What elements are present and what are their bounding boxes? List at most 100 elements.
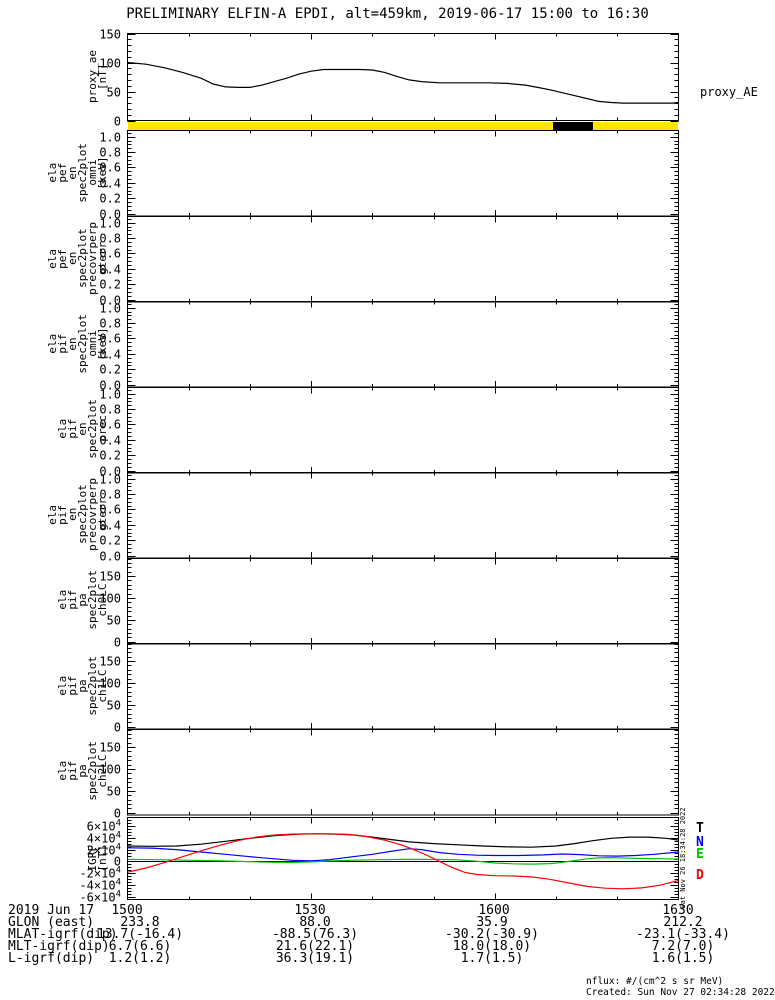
legend-N: N — [696, 835, 704, 850]
y-tick-label: 100 — [99, 591, 121, 605]
y-tick-label: 1.0 — [99, 302, 121, 316]
y-tick-label: 150 — [99, 740, 121, 754]
footer-value: 7.2(7.0) — [651, 939, 715, 954]
footer-value: -23.1(-33.4) — [636, 927, 730, 942]
y-tick-label: 0.2 — [99, 277, 121, 291]
series-E — [127, 856, 679, 865]
y-tick-label: 0.0 — [99, 379, 121, 393]
panel-pif_en_omni: 0.0 0.20.4 0.60.81.0 — [99, 301, 679, 393]
footer-value: 212.2 — [663, 915, 703, 930]
footer-value: 21.6(22.1) — [275, 939, 355, 954]
panel-pif_pa_ch0LC: 0 50 100 150 — [99, 557, 679, 649]
panel-pef_en_omni: 0.0 0.20.4 0.60.81.0 — [99, 130, 679, 222]
y-tick-label: 0.6 — [99, 503, 121, 517]
y-tick-label: 0.2 — [99, 448, 121, 462]
y-tick-label: 2×104 — [87, 843, 121, 858]
footer-row-l: L-igrf(dip) 1.2(1.2) 36.3(19.1) 1.7(1.5)… — [0, 951, 775, 966]
series-proxy_AE — [127, 61, 679, 104]
y-tick-label: 0.0 — [99, 550, 121, 564]
y-tick-label: 0 — [114, 721, 121, 735]
footer-value: 13.7(-16.4) — [96, 927, 184, 942]
y-tick-label: 1.0 — [99, 131, 121, 145]
footer-row-time: 2019 Jun 17 1500 1530 1600 1630 — [0, 903, 775, 918]
x-tick-label: 1630 — [662, 903, 694, 918]
side-timestamp-text: Sat Nov 26 18:34:28 2022 — [679, 807, 687, 909]
plot-title: PRELIMINARY ELFIN-A EPDI, alt=459km, 201… — [126, 6, 649, 22]
y-tick-label: 0.0 — [99, 208, 121, 222]
footer-row-mlt: MLT-igrf(dip) 6.7(6.6) 21.6(22.1) 18.0(1… — [0, 939, 775, 954]
y-tick-label: 100 — [99, 762, 121, 776]
y-tick-label: 50 — [107, 784, 121, 798]
footer-value: 36.3(19.1) — [275, 951, 355, 966]
footer-label-mlt: MLT-igrf(dip) — [8, 939, 110, 954]
y-tick-label: 1.0 — [99, 387, 121, 401]
footer-value: 233.8 — [120, 915, 160, 930]
created-note: Created: Sun Nov 27 02:34:28 2022 — [586, 987, 775, 998]
legend-E: E — [696, 847, 704, 862]
y-tick-label: 100 — [99, 57, 121, 71]
y-tick-label: 0.2 — [99, 192, 121, 206]
y-tick-label: 0 — [114, 635, 121, 649]
footer-value: 1.6(1.5) — [651, 951, 715, 966]
y-tick-label: 0.8 — [99, 231, 121, 245]
y-tick-label: 0.8 — [99, 402, 121, 416]
footer-row-mlat: MLAT-igrf(dip) 13.7(-16.4) -88.5(76.3) -… — [0, 927, 775, 942]
y-tick-label: 150 — [99, 569, 121, 583]
footer-label-glon: GLON (east) — [8, 915, 95, 930]
footer-value: 1.7(1.5) — [460, 951, 524, 966]
y-tick-label: 1.0 — [99, 216, 121, 230]
science-zone-bar — [128, 122, 678, 130]
y-tick-label: 0.8 — [99, 146, 121, 160]
y-tick-label: 0.6 — [99, 161, 121, 175]
y-tick-label: 0.4 — [99, 433, 121, 447]
panel-pif_pa_ch1LC: 0 50 100 150 — [99, 643, 679, 735]
y-tick-label: 0.8 — [99, 317, 121, 331]
y-tick-label: 0.6 — [99, 417, 121, 431]
y-tick-label: -2×104 — [79, 866, 121, 881]
y-tick-label: 4×104 — [87, 831, 121, 846]
footer-label-date: 2019 Jun 17 — [8, 903, 95, 918]
y-tick-label: 50 — [107, 613, 121, 627]
y-tick-label: 0.8 — [99, 488, 121, 502]
y-tick-label: 0.6 — [99, 332, 121, 346]
x-tick-label: 1600 — [478, 903, 510, 918]
series-N — [127, 847, 679, 862]
y-tick-label: 6×104 — [87, 819, 121, 834]
y-tick-label: 1.0 — [99, 473, 121, 487]
footer-value: 1.2(1.2) — [108, 951, 172, 966]
y-tick-label: 0.4 — [99, 348, 121, 362]
y-tick-label: 0 — [114, 115, 121, 129]
x-tick-label: 1500 — [111, 903, 143, 918]
y-tick-label: -4×104 — [79, 878, 121, 893]
y-tick-label: 50 — [107, 86, 121, 100]
y-tick-label: 0.2 — [99, 534, 121, 548]
legend-T: T — [696, 821, 704, 836]
panel-pif_en_precovrperp_gterr: 0.0 0.20.4 0.60.81.0 — [99, 472, 679, 564]
footer-value: 35.9 — [476, 915, 508, 930]
footer-label-mlat: MLAT-igrf(dip) — [8, 927, 118, 942]
series-D — [127, 833, 679, 890]
y-tick-label: 150 — [99, 655, 121, 669]
series-T — [127, 833, 679, 848]
science-zone-black-segment — [552, 122, 594, 130]
panel-pif_en_prec: 0.0 0.20.4 0.60.81.0 — [99, 386, 679, 478]
y-tick-label: 0 — [114, 855, 121, 869]
y-tick-label: 0.4 — [99, 262, 121, 276]
units-note: nflux: #/(cm^2 s sr MeV) — [586, 976, 724, 987]
y-tick-label: 0.4 — [99, 519, 121, 533]
y-tick-label: 0.2 — [99, 363, 121, 377]
y-tick-label: 50 — [107, 699, 121, 713]
footer-label-lshell: L-igrf(dip) — [8, 951, 95, 966]
legend-D: D — [696, 868, 704, 883]
footer-value: -88.5(76.3) — [271, 927, 359, 942]
y-tick-label: 100 — [99, 677, 121, 691]
panel-pef_en_precovrperp_gterr: 0.0 0.20.4 0.60.81.0 — [99, 215, 679, 307]
footer-value: 88.0 — [299, 915, 331, 930]
panel-proxy_ae: 0 50 100 150 — [99, 28, 679, 129]
y-tick-label: 0.6 — [99, 246, 121, 260]
footer-value: 18.0(18.0) — [452, 939, 532, 954]
y-tick-label: -6×104 — [79, 890, 121, 905]
